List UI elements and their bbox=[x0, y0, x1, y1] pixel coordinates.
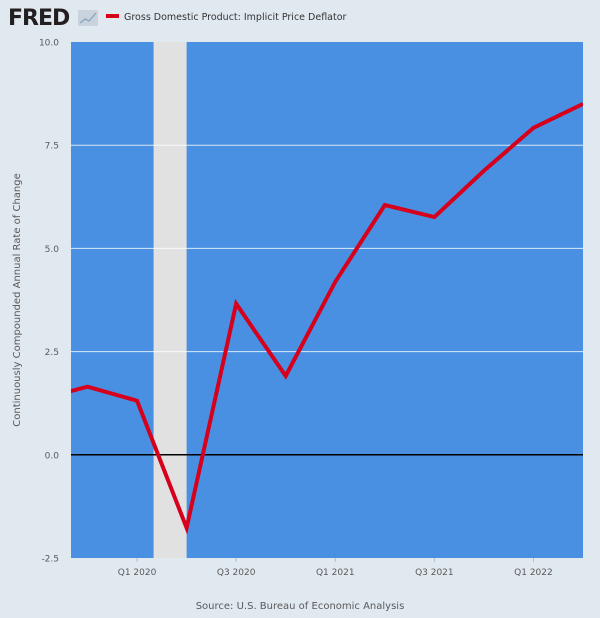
x-tick-label: Q1 2020 bbox=[118, 568, 157, 578]
x-tick-label: Q1 2021 bbox=[316, 568, 355, 578]
y-tick-label: -2.5 bbox=[41, 555, 59, 565]
legend-label: Gross Domestic Product: Implicit Price D… bbox=[124, 12, 347, 23]
source-note: Source: U.S. Bureau of Economic Analysis bbox=[196, 601, 405, 612]
x-tick-label: Q3 2020 bbox=[217, 568, 256, 578]
y-tick-label: 10.0 bbox=[39, 39, 59, 49]
y-axis-label: Continuously Compounded Annual Rate of C… bbox=[12, 173, 23, 427]
y-tick-label: 5.0 bbox=[45, 245, 60, 255]
y-tick-label: 0.0 bbox=[45, 451, 60, 461]
legend-swatch bbox=[106, 14, 119, 18]
x-tick-label: Q1 2022 bbox=[514, 568, 553, 578]
y-tick-label: 7.5 bbox=[45, 142, 59, 152]
fred-logo-text: FRED bbox=[8, 6, 70, 31]
y-tick-label: 2.5 bbox=[45, 348, 59, 358]
legend: Gross Domestic Product: Implicit Price D… bbox=[106, 12, 347, 23]
fred-logo-graph-icon bbox=[78, 10, 98, 26]
x-tick-label: Q3 2021 bbox=[415, 568, 454, 578]
fred-logo: FRED bbox=[8, 6, 98, 31]
